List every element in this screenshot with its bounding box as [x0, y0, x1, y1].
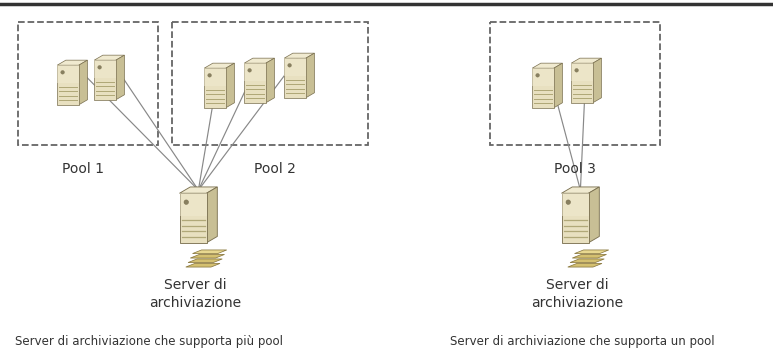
Bar	[532, 68, 553, 86]
Bar	[561, 193, 588, 216]
Text: Pool 2: Pool 2	[254, 162, 296, 176]
Bar	[571, 63, 593, 103]
Circle shape	[575, 68, 578, 72]
Bar	[57, 65, 79, 83]
Polygon shape	[553, 63, 563, 108]
Polygon shape	[574, 250, 609, 254]
Polygon shape	[94, 55, 124, 60]
Circle shape	[536, 74, 540, 77]
Polygon shape	[57, 60, 87, 65]
Bar	[204, 68, 226, 86]
Polygon shape	[204, 63, 234, 68]
Bar	[561, 193, 588, 243]
Bar	[244, 63, 266, 81]
Polygon shape	[179, 187, 217, 193]
Polygon shape	[306, 53, 315, 98]
Text: Server di
archiviazione: Server di archiviazione	[149, 278, 241, 310]
Polygon shape	[192, 250, 226, 254]
Polygon shape	[190, 254, 224, 258]
Polygon shape	[588, 187, 599, 243]
Polygon shape	[284, 53, 315, 58]
Polygon shape	[244, 58, 274, 63]
Polygon shape	[188, 259, 223, 262]
Polygon shape	[79, 60, 87, 105]
Polygon shape	[186, 263, 220, 267]
Polygon shape	[226, 63, 234, 108]
Text: Pool 3: Pool 3	[554, 162, 596, 176]
Polygon shape	[206, 187, 217, 243]
Bar	[179, 193, 206, 216]
Bar	[172, 22, 368, 145]
Text: Pool 1: Pool 1	[62, 162, 104, 176]
Polygon shape	[266, 58, 274, 103]
Circle shape	[248, 68, 251, 72]
Circle shape	[98, 66, 101, 69]
Circle shape	[208, 74, 211, 77]
Bar	[532, 68, 553, 108]
Bar	[490, 22, 660, 145]
Circle shape	[288, 64, 291, 67]
Polygon shape	[570, 259, 604, 262]
Text: Server di
archiviazione: Server di archiviazione	[531, 278, 623, 310]
Circle shape	[184, 200, 189, 205]
Polygon shape	[532, 63, 563, 68]
Bar	[94, 60, 116, 100]
Bar	[18, 22, 158, 145]
Bar	[179, 193, 206, 243]
Polygon shape	[572, 254, 607, 258]
Bar	[571, 63, 593, 81]
Circle shape	[566, 200, 570, 205]
Bar	[244, 63, 266, 103]
Polygon shape	[571, 58, 601, 63]
Circle shape	[61, 70, 64, 74]
Polygon shape	[561, 187, 599, 193]
Polygon shape	[568, 263, 602, 267]
Polygon shape	[116, 55, 124, 100]
Bar	[204, 68, 226, 108]
Bar	[57, 65, 79, 105]
Text: Server di archiviazione che supporta un pool: Server di archiviazione che supporta un …	[450, 335, 714, 348]
Text: Server di archiviazione che supporta più pool: Server di archiviazione che supporta più…	[15, 335, 283, 348]
Bar	[94, 60, 116, 78]
Polygon shape	[593, 58, 601, 103]
Bar	[284, 58, 306, 76]
Bar	[284, 58, 306, 98]
